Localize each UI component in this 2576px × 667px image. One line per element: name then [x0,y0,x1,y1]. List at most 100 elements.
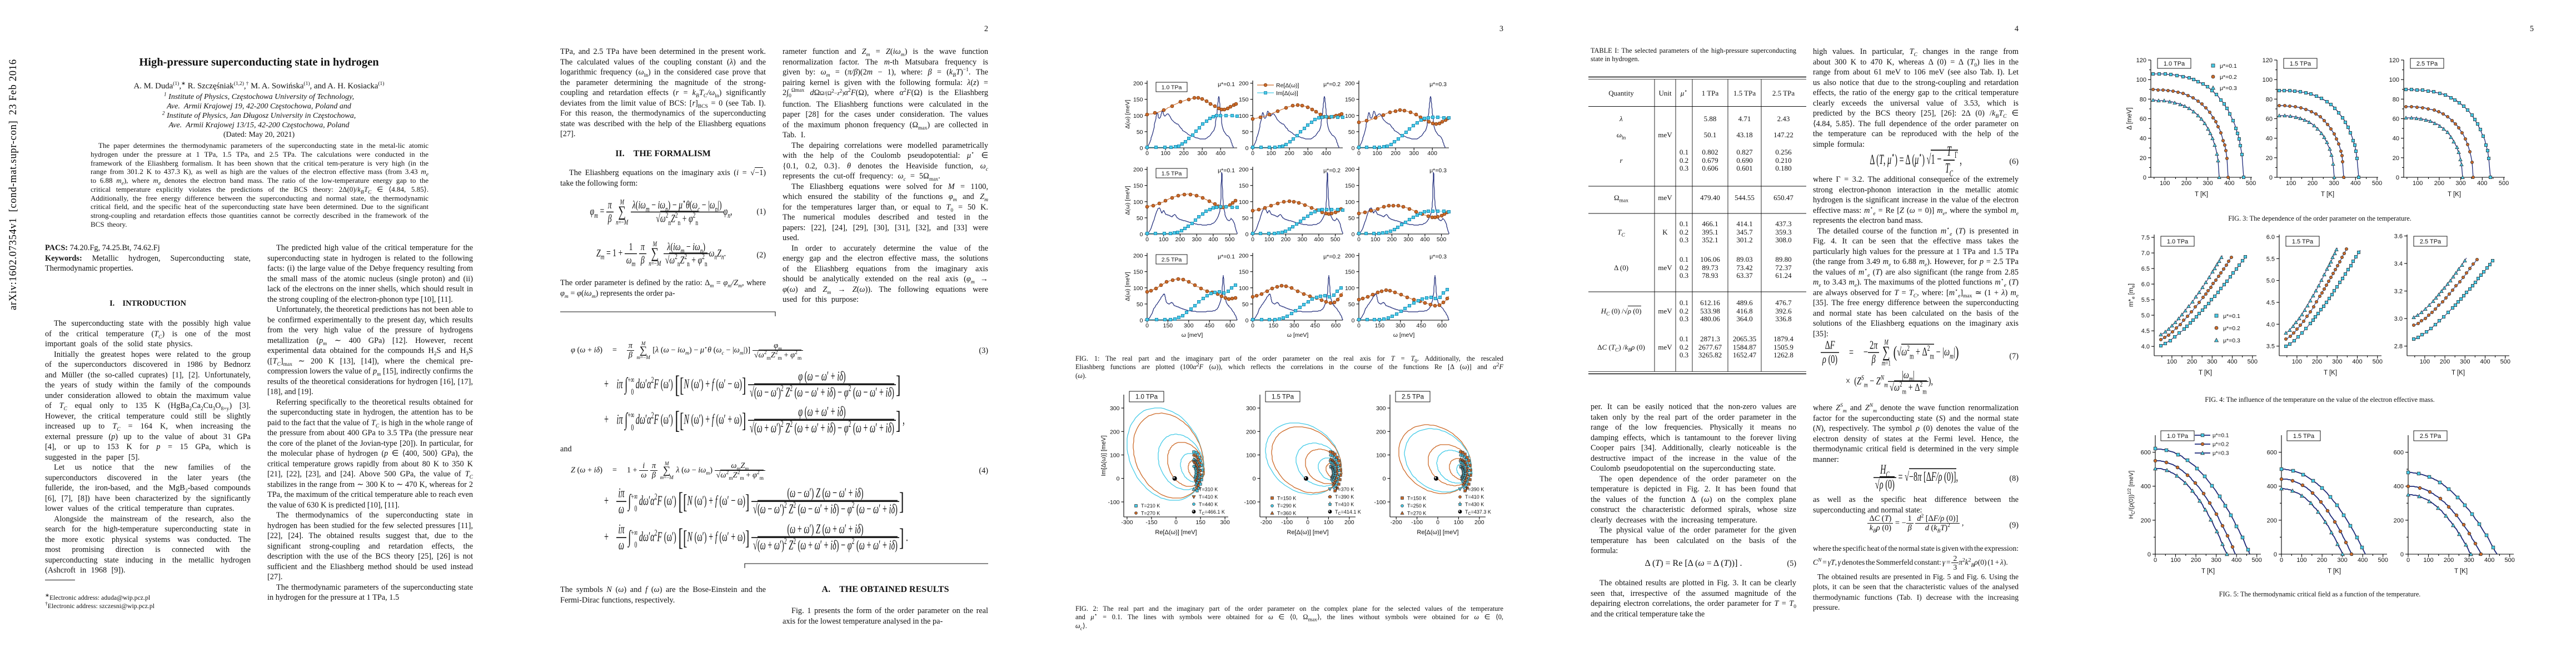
svg-text:300: 300 [2464,557,2474,564]
svg-text:600: 600 [2141,450,2151,456]
svg-text:20: 20 [2393,155,2399,162]
svg-text:400: 400 [2267,484,2277,490]
svg-text:1.5 TPa: 1.5 TPa [2290,61,2311,67]
svg-text:300: 300 [2211,557,2221,564]
svg-text:μ*=0.3: μ*=0.3 [1429,253,1447,260]
svg-text:0: 0 [2396,175,2399,181]
svg-text:μ*=0.3: μ*=0.3 [1429,167,1447,174]
svg-text:5.5: 5.5 [2141,297,2150,303]
svg-text:0: 0 [1140,145,1143,152]
svg-text:500: 500 [1225,236,1235,243]
svg-text:T=270 K: T=270 K [1141,511,1160,516]
svg-text:0: 0 [1251,150,1254,157]
svg-text:0: 0 [1245,231,1249,238]
svg-text:100: 100 [1371,236,1381,243]
svg-text:400: 400 [1314,236,1324,243]
svg-text:Re[Δ(ω)] [meV]: Re[Δ(ω)] [meV] [1155,529,1197,536]
svg-text:T [K]: T [K] [2321,191,2334,198]
svg-text:1.5 TPa: 1.5 TPa [2293,433,2315,440]
svg-text:150: 150 [1195,519,1205,526]
svg-text:150: 150 [1375,322,1385,329]
svg-text:50: 50 [1242,301,1249,308]
svg-text:200: 200 [1387,236,1397,243]
svg-text:400: 400 [1427,150,1437,157]
svg-text:50: 50 [1137,129,1143,136]
svg-text:400: 400 [2224,180,2234,187]
svg-text:500: 500 [2246,180,2256,187]
svg-text:5.0: 5.0 [2266,278,2275,285]
svg-text:80: 80 [2266,96,2273,103]
svg-text:100: 100 [1345,199,1355,206]
svg-text:0: 0 [2143,175,2146,181]
svg-text:-200: -200 [1391,519,1402,526]
svg-text:T [K]: T [K] [2328,568,2341,575]
svg-text:600: 600 [2394,450,2404,456]
svg-text:100: 100 [1264,236,1274,243]
svg-text:TC=414.1 K: TC=414.1 K [1335,509,1361,516]
svg-text:200: 200 [1175,236,1185,243]
svg-text:2.5 TPa: 2.5 TPa [2420,238,2442,245]
svg-text:200: 200 [2191,557,2201,564]
svg-text:200: 200 [1110,429,1120,435]
svg-text:m*e [me]: m*e [me] [2128,283,2136,307]
svg-text:Δ(ω) [meV]: Δ(ω) [meV] [1124,186,1131,215]
svg-text:T=310 K: T=310 K [1199,487,1218,492]
svg-text:300: 300 [1403,236,1413,243]
svg-text:6.0: 6.0 [2141,281,2150,288]
svg-text:500: 500 [1331,236,1341,243]
svg-text:100: 100 [1239,199,1249,206]
svg-text:120: 120 [2263,57,2273,64]
svg-text:100: 100 [2423,557,2433,564]
svg-text:1.0 TPa: 1.0 TPa [2164,61,2185,67]
svg-text:120: 120 [2136,57,2146,64]
svg-text:450: 450 [1310,322,1320,329]
svg-text:2.5 TPa: 2.5 TPa [1162,257,1182,263]
svg-text:150: 150 [1133,97,1143,103]
svg-text:100: 100 [1454,519,1464,526]
svg-text:1.0 TPa: 1.0 TPa [1135,394,1158,401]
svg-text:6.5: 6.5 [2141,266,2150,272]
svg-text:300: 300 [2455,180,2465,187]
svg-text:T [K]: T [K] [2199,370,2212,376]
svg-text:2.5 TPa: 2.5 TPa [1402,394,1424,401]
svg-text:100: 100 [2296,557,2306,564]
svg-text:0: 0 [1352,231,1355,238]
svg-text:200: 200 [2440,359,2450,365]
svg-text:100: 100 [1376,452,1386,459]
svg-text:300: 300 [1289,322,1299,329]
svg-text:μ*=0.2: μ*=0.2 [1323,167,1341,174]
svg-text:80: 80 [2140,96,2146,103]
svg-text:500: 500 [2505,557,2515,564]
svg-text:T=250 K: T=250 K [1407,503,1426,509]
svg-text:50: 50 [1137,301,1143,308]
svg-text:T=410 K: T=410 K [1465,494,1484,500]
svg-text:200: 200 [2394,517,2404,524]
svg-text:0: 0 [1352,317,1355,324]
svg-text:T=440 K: T=440 K [1199,502,1218,507]
svg-text:40: 40 [2140,136,2146,142]
svg-text:200: 200 [1133,81,1143,87]
svg-text:TC=466.1 K: TC=466.1 K [1199,509,1225,516]
svg-text:200: 200 [2187,359,2197,365]
svg-text:μ*=0.1: μ*=0.1 [1218,253,1235,260]
svg-text:200: 200 [1133,253,1143,260]
svg-text:0: 0 [2274,551,2277,558]
svg-text:100: 100 [1133,113,1143,120]
svg-text:T=360 K: T=360 K [1277,511,1296,516]
svg-text:300: 300 [2332,359,2342,365]
svg-text:-100: -100 [1374,499,1386,506]
svg-text:500: 500 [2378,557,2388,564]
svg-text:μ*=0.3: μ*=0.3 [2223,337,2240,344]
svg-text:1.5 TPa: 1.5 TPa [1272,394,1294,401]
svg-text:50: 50 [1348,215,1355,222]
svg-text:-100: -100 [1411,519,1423,526]
svg-text:0: 0 [1245,145,1249,152]
svg-text:150: 150 [1345,269,1355,276]
svg-text:0: 0 [1306,519,1309,526]
svg-text:300: 300 [1220,519,1230,526]
svg-text:TC=437.3 K: TC=437.3 K [1465,509,1491,516]
svg-text:300: 300 [1197,150,1207,157]
svg-text:0: 0 [1174,519,1178,526]
svg-text:450: 450 [1416,322,1426,329]
svg-text:0: 0 [1145,322,1149,329]
